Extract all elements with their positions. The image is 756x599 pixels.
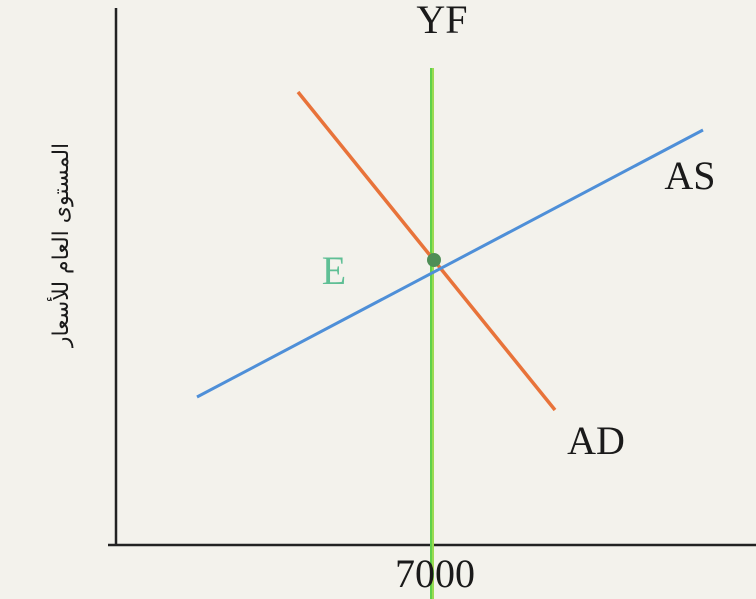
x-value-label: 7000 — [395, 551, 475, 596]
ad-label: AD — [567, 418, 625, 463]
ad-curve — [296, 90, 557, 412]
equilibrium-label: E — [322, 248, 346, 293]
yf-label: YF — [416, 0, 467, 42]
as-label: AS — [664, 153, 715, 198]
y-axis-label: المستوى العام للأسعار — [47, 143, 74, 348]
as-curve — [196, 128, 704, 399]
equilibrium-point — [427, 253, 441, 267]
